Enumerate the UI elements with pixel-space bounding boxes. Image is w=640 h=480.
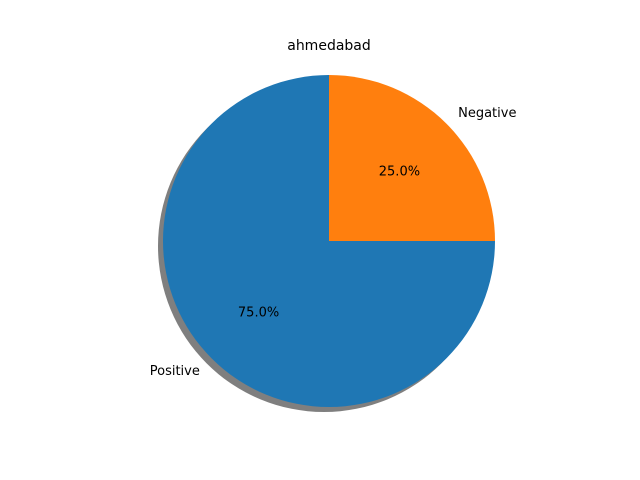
slice-label-negative: Negative <box>458 106 516 121</box>
slice-pct-positive: 75.0% <box>238 305 279 320</box>
slice-positive <box>163 75 495 407</box>
slice-label-positive: Positive <box>150 364 200 379</box>
pie-labels: Negative 25.0% Positive 75.0% <box>150 106 517 379</box>
pie-slices <box>163 75 495 407</box>
chart-title: ahmedabad <box>287 38 371 54</box>
slice-pct-negative: 25.0% <box>379 165 420 180</box>
slice-negative <box>329 75 495 241</box>
